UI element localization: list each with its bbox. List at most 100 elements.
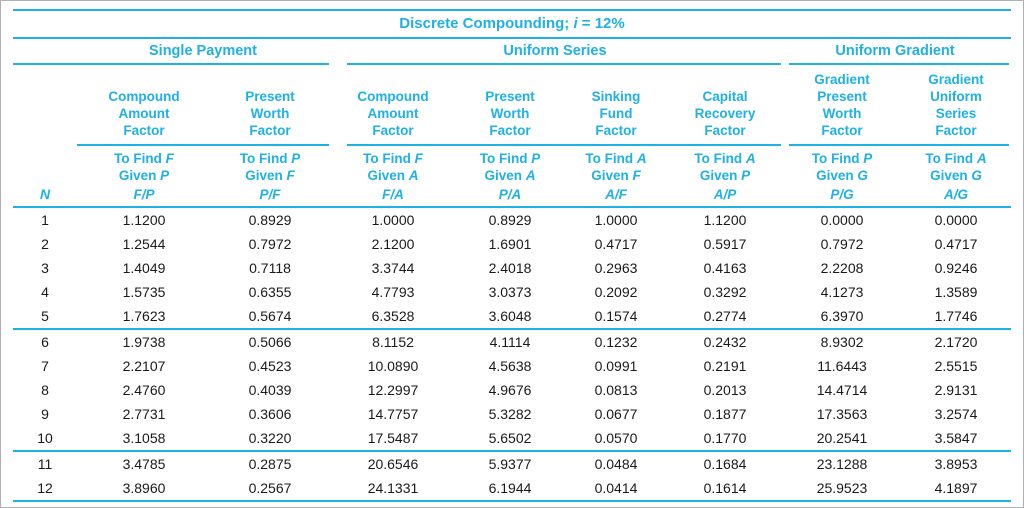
n-cell: 10	[37, 430, 53, 446]
cell: 0.2191	[703, 358, 747, 374]
cell: 23.1288	[816, 456, 868, 472]
cell: 2.4760	[122, 382, 166, 398]
group-separator	[13, 450, 1011, 452]
factor-notation: A/F	[605, 187, 627, 202]
factor-notation: A/P	[713, 187, 737, 202]
factor-name: Sinking Fund Factor	[591, 89, 641, 138]
cell: 20.2541	[816, 430, 868, 446]
uniform-gradient-underline	[789, 63, 1009, 65]
cell: 3.3744	[371, 260, 415, 276]
factor-underlines	[13, 144, 1011, 146]
cell: 3.2574	[934, 406, 978, 422]
factor-notation: F/P	[133, 187, 155, 202]
cell: 1.9738	[122, 334, 166, 350]
cell: 1.1200	[122, 212, 166, 228]
factor-name: Gradient Uniform Series Factor	[928, 72, 984, 138]
cell: 6.1944	[488, 480, 532, 496]
cell: 0.0414	[594, 480, 638, 496]
cell: 2.7731	[122, 406, 166, 422]
cell: 3.8953	[934, 456, 978, 472]
cell: 0.2963	[594, 260, 638, 276]
cell: 0.1574	[594, 308, 638, 324]
cell: 3.6048	[488, 308, 532, 324]
cell: 28.0291	[329, 502, 457, 507]
factor-name: Present Worth Factor	[485, 89, 535, 138]
cell: 4.1897	[934, 480, 978, 496]
cell: 0.0000	[934, 212, 978, 228]
cell: 1.0000	[594, 212, 638, 228]
cell: 2.4018	[488, 260, 532, 276]
cell: 0.1614	[703, 480, 747, 496]
cell: 2.1720	[934, 334, 978, 350]
table-row: 7 2.2107 0.4523 10.0890 4.5638 0.0991 0.2191 11…	[13, 354, 1011, 378]
factor-notation: P/A	[498, 187, 522, 202]
cell: 0.6355	[248, 284, 292, 300]
factor-notation: F/A	[382, 187, 404, 202]
title-interest-symbol: i	[573, 15, 578, 32]
cell: 0.4039	[248, 382, 292, 398]
cell: 24.1331	[367, 480, 419, 496]
cell: 6.3528	[371, 308, 415, 324]
n-cell: 4	[41, 284, 49, 300]
cell: 4.4683	[903, 502, 1009, 507]
factor-underline	[789, 144, 1009, 146]
cell: 0.0484	[594, 456, 638, 472]
cell: 3.0373	[488, 284, 532, 300]
cell: 4.3635	[77, 502, 211, 507]
table-row: 12 3.8960 0.2567 24.1331 6.1944 0.0414 0.1614 2…	[13, 476, 1011, 500]
title-text: Discrete Compounding;	[399, 15, 574, 32]
n-cell: 7	[41, 358, 49, 374]
table-row-clipped: 134.36350.229228.02916.42350.03570.15572…	[13, 502, 1011, 507]
table-row: 4 1.5735 0.6355 4.7793 3.0373 0.2092 0.3292 4.1…	[13, 280, 1011, 304]
cell: 1.7746	[934, 308, 978, 324]
cell: 0.1684	[703, 456, 747, 472]
cell: 1.6901	[488, 236, 532, 252]
factor-notation: A/G	[943, 187, 968, 202]
cell: 1.5735	[122, 284, 166, 300]
cell: 2.2107	[122, 358, 166, 374]
cell: 0.5066	[248, 334, 292, 350]
factor-underline	[347, 144, 781, 146]
cell: 0.8929	[248, 212, 292, 228]
cell: 3.4785	[122, 456, 166, 472]
group-uniform-gradient: Uniform Gradient	[835, 43, 955, 59]
cell: 0.7972	[248, 236, 292, 252]
cell: 0.3220	[248, 430, 292, 446]
cell: 0.9246	[934, 260, 978, 276]
group-separator	[13, 500, 1011, 502]
cell: 0.4523	[248, 358, 292, 374]
single-payment-underline	[13, 63, 329, 65]
table-row: 3 1.4049 0.7118 3.3744 2.4018 0.2963 0.4163 2.2…	[13, 256, 1011, 280]
cell: 0.7118	[249, 260, 291, 276]
cell: 0.0000	[820, 212, 864, 228]
cell: 8.1152	[372, 334, 414, 350]
cell: 10.0890	[367, 358, 419, 374]
cell: 0.2292	[211, 502, 329, 507]
cell: 6.3970	[820, 308, 864, 324]
cell: 1.0000	[371, 212, 415, 228]
n-cell: 2	[41, 236, 49, 252]
table-row: 1 1.1200 0.8929 1.0000 0.8929 1.0000 1.1200 0.0…	[13, 208, 1011, 232]
cell: 0.2092	[594, 284, 638, 300]
cell: 0.1877	[703, 406, 747, 422]
n-cell: 1	[41, 212, 49, 228]
factor-name: Compound Amount Factor	[108, 89, 180, 138]
cell: 1.3589	[934, 284, 978, 300]
factor-name: Gradient Present Worth Factor	[814, 72, 870, 138]
cell: 5.6502	[488, 430, 532, 446]
group-separator	[13, 328, 1011, 330]
cell: 0.8929	[488, 212, 532, 228]
cell: 0.2567	[248, 480, 292, 496]
n-cell: 8	[41, 382, 49, 398]
cell: 4.9676	[488, 382, 532, 398]
cell: 0.1232	[594, 334, 638, 350]
cell: 0.1557	[669, 502, 781, 507]
cell: 0.4717	[934, 236, 978, 252]
factor-notation: P/G	[830, 187, 854, 202]
cell: 0.0357	[563, 502, 669, 507]
cell: 4.5638	[488, 358, 532, 374]
n-cell: 13	[13, 502, 77, 507]
subheader-row: N To Find F Given P F/P To Find P Given …	[13, 150, 1011, 203]
cell: 2.2208	[820, 260, 864, 276]
